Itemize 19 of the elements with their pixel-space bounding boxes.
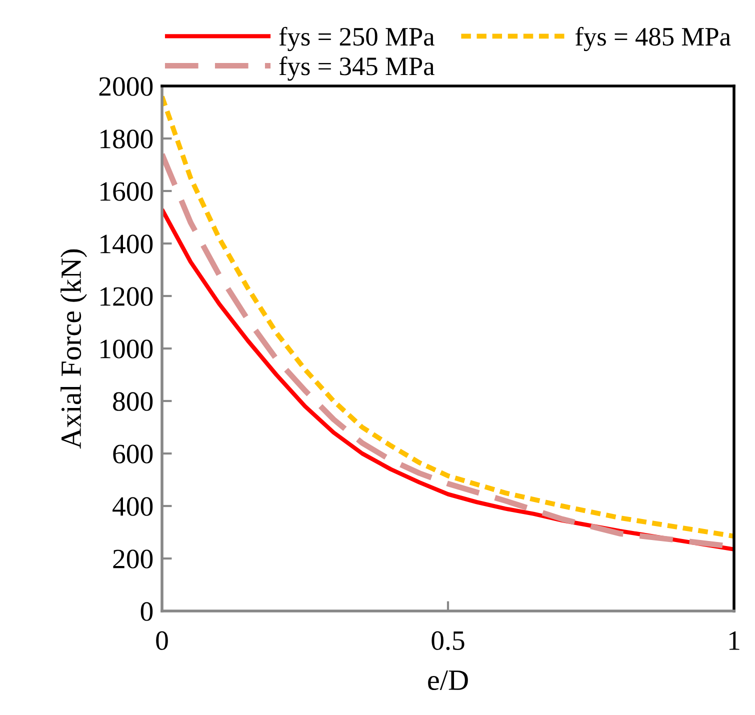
y-tick-label: 1600 <box>100 182 153 201</box>
y-tick-label: 600 <box>113 444 153 464</box>
legend-label: fys = 250 MPa <box>279 26 434 52</box>
x-axis-title: e/D <box>428 670 468 690</box>
y-tick-label: 1800 <box>100 130 153 148</box>
y-tick-label: 1200 <box>100 287 153 306</box>
x-tick-label: 1 <box>730 631 740 650</box>
y-tick-label: 2000 <box>99 77 153 96</box>
y-tick-label: 0 <box>140 602 153 621</box>
legend-label: fys = 485 MPa <box>575 26 731 52</box>
y-tick-label: 400 <box>112 497 153 516</box>
y-tick-label: 1400 <box>100 234 153 254</box>
y-axis-title: Axial Force (kN) <box>60 249 87 449</box>
x-tick-label: 0.5 <box>432 631 464 650</box>
y-tick-label: 1000 <box>100 340 153 358</box>
x-tick-label: 0 <box>156 631 168 650</box>
y-tick-label: 200 <box>113 550 153 568</box>
y-tick-label: 800 <box>113 392 153 411</box>
legend-label: fys = 345 MPa <box>279 56 434 81</box>
